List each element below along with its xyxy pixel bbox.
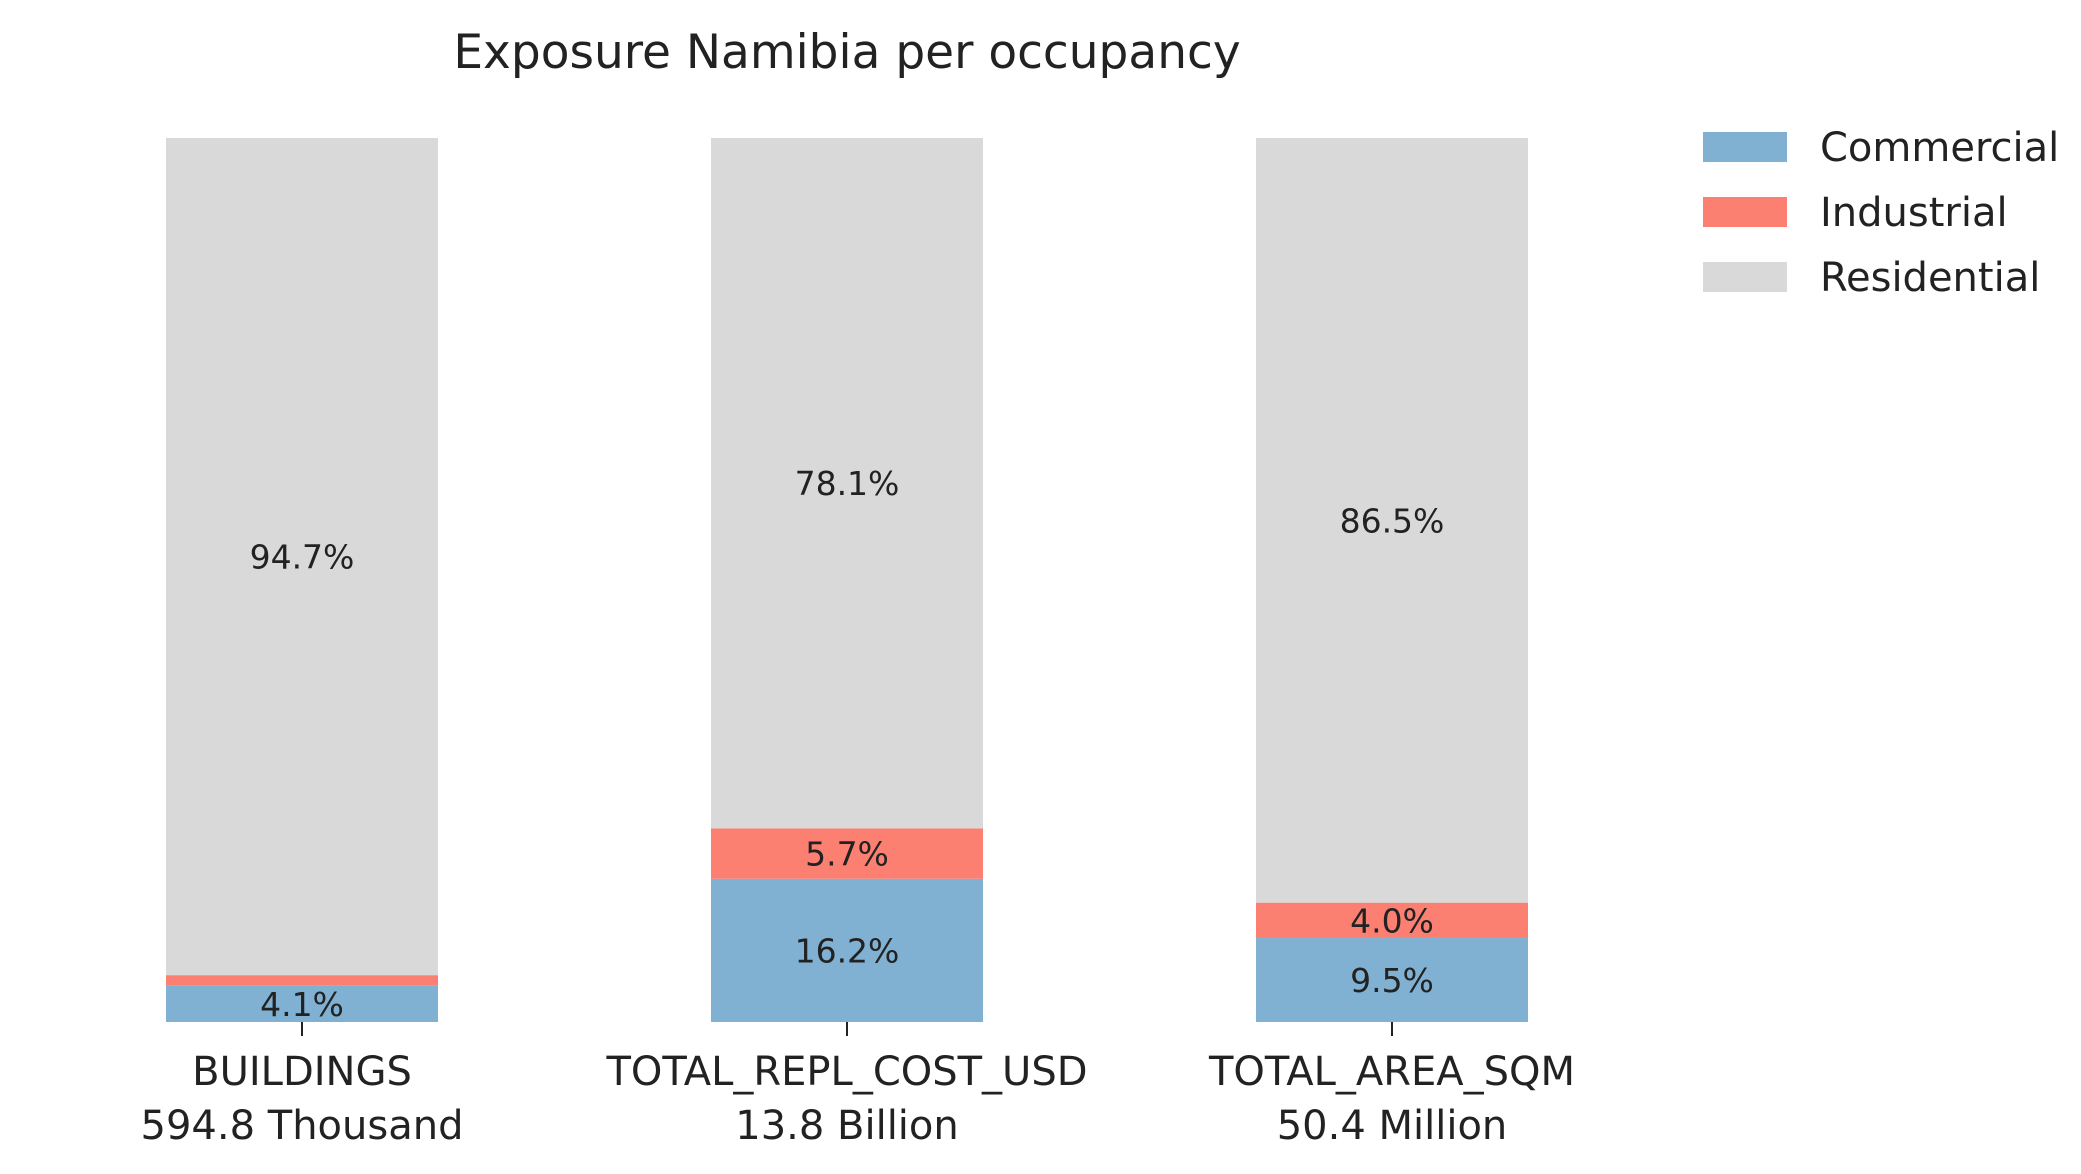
data-label-commercial-0: 4.1% [260,985,344,1024]
bar-segment-industrial-0 [166,975,438,986]
data-label-residential-0: 94.7% [250,538,355,577]
x-tick-label-2: TOTAL_AREA_SQM [1208,1049,1575,1095]
bar-segment-industrial-1 [711,828,983,879]
data-label-industrial-1: 5.7% [805,835,889,874]
x-tick-label-1: TOTAL_REPL_COST_USD [605,1049,1087,1095]
legend: Commercial Industrial Residential [1703,125,2059,301]
legend-swatch-industrial [1703,197,1787,227]
x-tick-total-2: 50.4 Million [1277,1103,1508,1149]
bar-segment-residential-2 [1256,138,1528,903]
legend-swatch-commercial [1703,132,1787,162]
x-tick-total-1: 13.8 Billion [735,1103,959,1149]
x-axis: BUILDINGS 594.8 Thousand TOTAL_REPL_COST_U… [141,1022,1575,1149]
bar-segment-commercial-2 [1256,938,1528,1022]
data-label-residential-2: 86.5% [1340,501,1445,540]
data-label-industrial-2: 4.0% [1350,901,1434,940]
data-label-commercial-2: 9.5% [1350,961,1434,1000]
legend-swatch-residential [1703,262,1787,292]
data-labels-group: 4.1% 94.7% 16.2% 5.7% 78.1% 9.5% 4.0% 86.5% [250,464,1445,1024]
x-tick-label-0: BUILDINGS [192,1049,412,1095]
x-tick-total-0: 594.8 Thousand [141,1103,464,1149]
data-label-residential-1: 78.1% [795,464,900,503]
bar-segment-commercial-1 [711,878,983,1022]
legend-label-residential: Residential [1820,255,2040,301]
chart-title: Exposure Namibia per occupancy [453,25,1240,80]
bar-segment-industrial-2 [1256,902,1528,939]
data-label-commercial-1: 16.2% [795,931,900,970]
bar-segment-commercial-0 [166,985,438,1022]
legend-label-commercial: Commercial [1820,125,2059,171]
legend-label-industrial: Industrial [1820,190,2008,236]
bar-segment-residential-0 [166,138,438,976]
bar-segment-residential-1 [711,138,983,829]
bars-group [166,138,1528,1022]
